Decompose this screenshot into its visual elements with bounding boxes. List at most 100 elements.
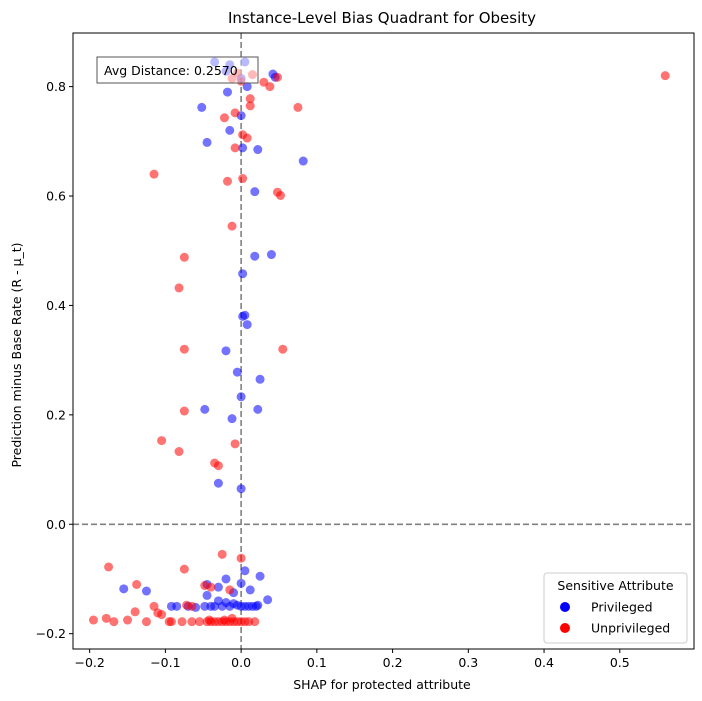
legend-marker-privileged bbox=[560, 602, 570, 612]
point-unprivileged-24 bbox=[179, 344, 189, 354]
point-unprivileged-14 bbox=[219, 113, 229, 123]
point-unprivileged-50 bbox=[141, 617, 151, 627]
point-unprivileged-52 bbox=[166, 617, 176, 627]
x-tick-label: 0.2 bbox=[383, 655, 403, 670]
point-privileged-56 bbox=[200, 601, 210, 611]
point-privileged-34 bbox=[221, 574, 231, 584]
legend-title: Sensitive Attribute bbox=[557, 578, 673, 593]
point-unprivileged-54 bbox=[187, 617, 197, 627]
point-unprivileged-18 bbox=[238, 174, 248, 184]
point-privileged-11 bbox=[225, 125, 235, 135]
point-unprivileged-11 bbox=[245, 101, 255, 111]
x-tick-label: −0.2 bbox=[74, 655, 104, 670]
x-tick-label: 0.4 bbox=[534, 655, 554, 670]
point-unprivileged-36 bbox=[132, 579, 142, 589]
point-unprivileged-33 bbox=[179, 564, 189, 574]
point-unprivileged-17 bbox=[222, 176, 232, 186]
point-privileged-6 bbox=[222, 87, 232, 97]
point-privileged-23 bbox=[221, 346, 231, 356]
y-tick-label: 0.0 bbox=[46, 517, 66, 532]
legend-label-unprivileged: Unprivileged bbox=[591, 621, 670, 636]
legend-box bbox=[543, 572, 688, 644]
annotation-box bbox=[96, 56, 259, 84]
point-unprivileged-21 bbox=[227, 221, 237, 231]
point-privileged-33 bbox=[255, 571, 265, 581]
point-unprivileged-43 bbox=[130, 607, 140, 617]
legend: Sensitive Attribute Privileged Unprivile… bbox=[543, 572, 688, 644]
x-tick-label: −0.1 bbox=[150, 655, 180, 670]
point-privileged-31 bbox=[236, 484, 246, 494]
point-privileged-29 bbox=[227, 414, 237, 424]
point-privileged-30 bbox=[213, 478, 223, 488]
point-unprivileged-13 bbox=[242, 133, 252, 143]
point-privileged-40 bbox=[141, 586, 151, 596]
annotation-text: Avg Distance: 0.2570 bbox=[104, 63, 238, 78]
y-tick-label: 0.6 bbox=[46, 189, 66, 204]
y-tick-label: −0.2 bbox=[36, 626, 66, 641]
point-unprivileged-39 bbox=[225, 585, 235, 595]
point-unprivileged-42 bbox=[149, 601, 159, 611]
point-privileged-18 bbox=[266, 250, 276, 260]
point-unprivileged-34 bbox=[217, 549, 227, 559]
point-unprivileged-23 bbox=[174, 283, 184, 293]
point-privileged-59 bbox=[166, 601, 176, 611]
point-privileged-25 bbox=[255, 374, 265, 384]
point-unprivileged-53 bbox=[177, 617, 187, 627]
point-privileged-37 bbox=[213, 582, 223, 592]
point-unprivileged-70 bbox=[219, 615, 229, 625]
point-unprivileged-69 bbox=[227, 613, 237, 623]
chart-title: Instance-Level Bias Quadrant for Obesity bbox=[228, 9, 536, 27]
legend-label-privileged: Privileged bbox=[591, 600, 653, 615]
point-unprivileged-10 bbox=[245, 94, 255, 104]
point-unprivileged-55 bbox=[194, 617, 204, 627]
point-unprivileged-0 bbox=[660, 71, 670, 81]
point-unprivileged-26 bbox=[179, 406, 189, 416]
point-unprivileged-22 bbox=[179, 252, 189, 262]
point-unprivileged-27 bbox=[230, 439, 240, 449]
y-axis-label: Prediction minus Base Rate (R - μ_t) bbox=[9, 242, 24, 467]
point-privileged-7 bbox=[242, 82, 252, 92]
point-privileged-38 bbox=[245, 585, 255, 595]
x-tick-label: 0.5 bbox=[610, 655, 630, 670]
point-privileged-13 bbox=[238, 143, 248, 153]
y-tick-label: 0.8 bbox=[46, 79, 66, 94]
point-unprivileged-48 bbox=[109, 617, 119, 627]
point-unprivileged-4 bbox=[265, 82, 275, 92]
point-privileged-16 bbox=[250, 187, 260, 197]
point-privileged-36 bbox=[236, 578, 246, 588]
point-privileged-32 bbox=[240, 566, 250, 576]
legend-marker-unprivileged bbox=[560, 623, 570, 633]
point-unprivileged-41 bbox=[182, 600, 192, 610]
y-tick-label: 0.4 bbox=[46, 298, 66, 313]
point-privileged-22 bbox=[242, 320, 252, 330]
point-unprivileged-29 bbox=[174, 447, 184, 457]
point-privileged-28 bbox=[253, 404, 263, 414]
point-unprivileged-71 bbox=[204, 615, 214, 625]
plot-area bbox=[72, 32, 695, 650]
point-unprivileged-49 bbox=[123, 615, 133, 625]
point-privileged-53 bbox=[217, 601, 227, 611]
point-unprivileged-20 bbox=[276, 190, 285, 200]
point-unprivileged-47 bbox=[88, 615, 98, 625]
point-privileged-9 bbox=[197, 102, 207, 112]
point-privileged-52 bbox=[225, 601, 235, 611]
y-tick-label: 0.2 bbox=[46, 407, 66, 422]
point-privileged-17 bbox=[250, 251, 260, 261]
point-unprivileged-5 bbox=[272, 72, 282, 82]
point-privileged-26 bbox=[236, 392, 246, 402]
point-privileged-19 bbox=[238, 269, 248, 279]
point-unprivileged-45 bbox=[157, 610, 167, 620]
x-axis-label: SHAP for protected attribute bbox=[293, 677, 471, 692]
avg-distance-annotation: Avg Distance: 0.2570 bbox=[96, 56, 259, 84]
point-unprivileged-68 bbox=[250, 617, 260, 627]
point-unprivileged-25 bbox=[278, 344, 288, 354]
point-unprivileged-9 bbox=[230, 108, 240, 118]
point-unprivileged-38 bbox=[206, 582, 216, 592]
point-unprivileged-32 bbox=[104, 562, 114, 572]
point-unprivileged-28 bbox=[157, 436, 167, 446]
point-privileged-21 bbox=[240, 310, 250, 320]
point-unprivileged-8 bbox=[293, 102, 303, 112]
x-tick-label: 0.0 bbox=[231, 655, 251, 670]
point-privileged-15 bbox=[298, 156, 308, 166]
